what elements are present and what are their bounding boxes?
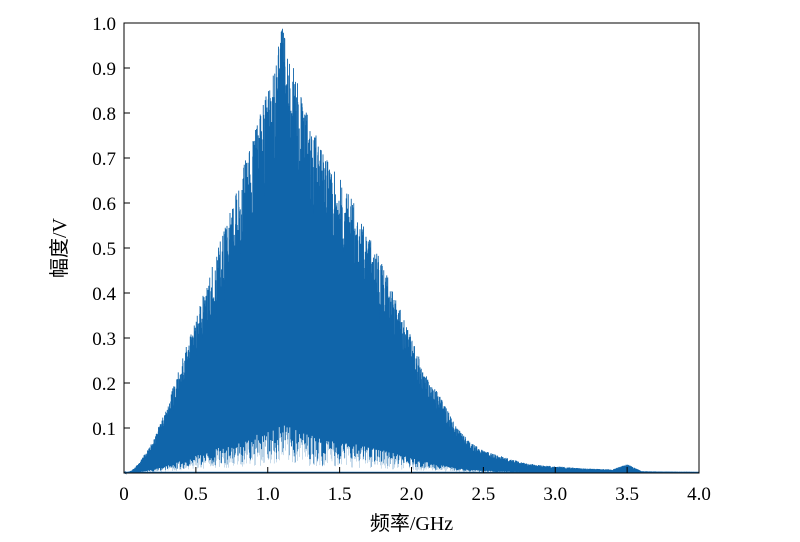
x-tick-label: 1.0 <box>256 484 280 505</box>
x-tick-label: 1.5 <box>328 484 352 505</box>
y-tick-label: 0.6 <box>92 194 116 215</box>
y-tick-label: 0.2 <box>92 374 116 395</box>
x-tick-label: 4.0 <box>687 484 711 505</box>
y-tick-label: 0.1 <box>92 419 116 440</box>
x-tick-label: 0.5 <box>184 484 208 505</box>
x-tick-label: 2.5 <box>472 484 496 505</box>
y-tick-label: 0.3 <box>92 329 116 350</box>
y-tick-label: 0.8 <box>92 104 116 125</box>
x-axis: 0 0.5 1.0 1.5 2.0 2.5 3.0 3.5 4.0 <box>119 467 711 505</box>
y-axis-label: 幅度/V <box>48 217 71 278</box>
y-tick-label: 0.9 <box>92 59 116 80</box>
x-tick-label: 2.0 <box>400 484 424 505</box>
plot-area <box>123 28 700 475</box>
y-tick-label: 0.7 <box>92 149 116 170</box>
x-tick-label: 0 <box>119 484 129 505</box>
spectrum-trace <box>123 28 700 475</box>
y-tick-label: 0.4 <box>92 284 116 305</box>
y-tick-label: 0.5 <box>92 239 116 260</box>
x-axis-label: 频率/GHz <box>370 512 453 535</box>
y-tick-label: 1.0 <box>92 14 116 35</box>
x-tick-label: 3.5 <box>615 484 639 505</box>
y-axis: 0.1 0.2 0.3 0.4 0.5 0.6 0.7 0.8 0.9 1.0 <box>92 14 130 440</box>
x-tick-label: 3.0 <box>543 484 567 505</box>
